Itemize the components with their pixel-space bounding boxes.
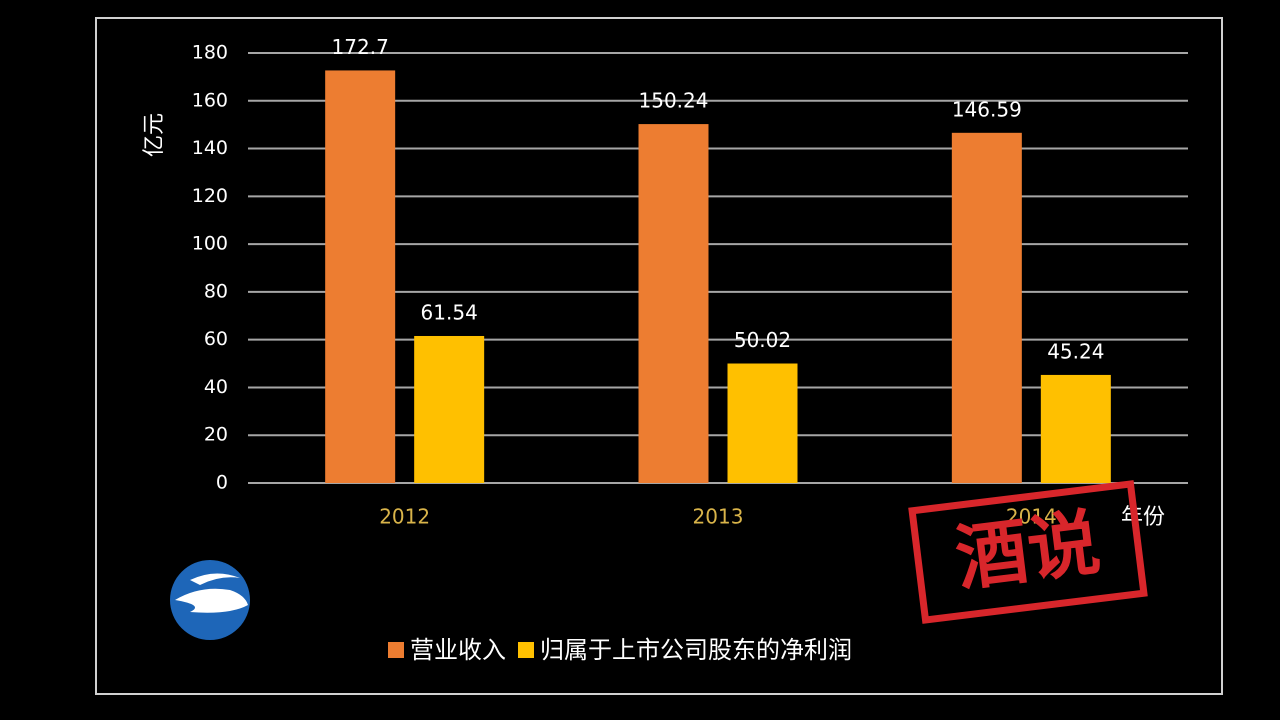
legend-swatch	[388, 642, 404, 658]
y-tick-label: 80	[204, 280, 228, 302]
x-axis-label: 年份	[1121, 505, 1165, 530]
bar	[638, 124, 709, 484]
y-axis-label: 亿元	[142, 113, 167, 157]
y-tick-label: 20	[204, 424, 228, 446]
y-tick-label: 120	[192, 185, 228, 207]
bar	[727, 363, 798, 483]
legend-swatch	[518, 642, 534, 658]
y-tick-label: 0	[216, 472, 228, 494]
x-tick-label: 2013	[693, 505, 744, 529]
y-tick-label: 40	[204, 376, 228, 398]
y-tick-label: 140	[192, 137, 228, 159]
data-label: 172.7	[332, 35, 389, 59]
stamp-text: 酒说	[951, 500, 1104, 601]
y-tick-label: 60	[204, 328, 228, 350]
frame	[95, 17, 1223, 695]
y-tick-label: 100	[192, 233, 228, 255]
x-tick-label: 2012	[379, 505, 430, 529]
logo-swoosh	[190, 573, 240, 585]
bar	[414, 335, 485, 483]
legend-label: 归属于上市公司股东的净利润	[540, 636, 852, 664]
stamp-border	[908, 480, 1148, 624]
y-tick-label: 160	[192, 89, 228, 111]
data-label: 146.59	[952, 97, 1022, 121]
logo-swoosh	[175, 588, 248, 613]
data-label: 45.24	[1047, 339, 1104, 363]
stamp: 酒说	[908, 480, 1148, 624]
y-tick-label: 180	[192, 42, 228, 64]
logo	[170, 560, 250, 640]
data-label: 50.02	[734, 328, 791, 352]
bar	[951, 132, 1022, 483]
data-label: 61.54	[421, 300, 478, 324]
legend-label: 营业收入	[410, 636, 506, 664]
data-label: 150.24	[639, 89, 709, 113]
bar	[1040, 374, 1111, 483]
x-tick-label: 2014	[1006, 505, 1057, 529]
bar	[325, 70, 396, 483]
